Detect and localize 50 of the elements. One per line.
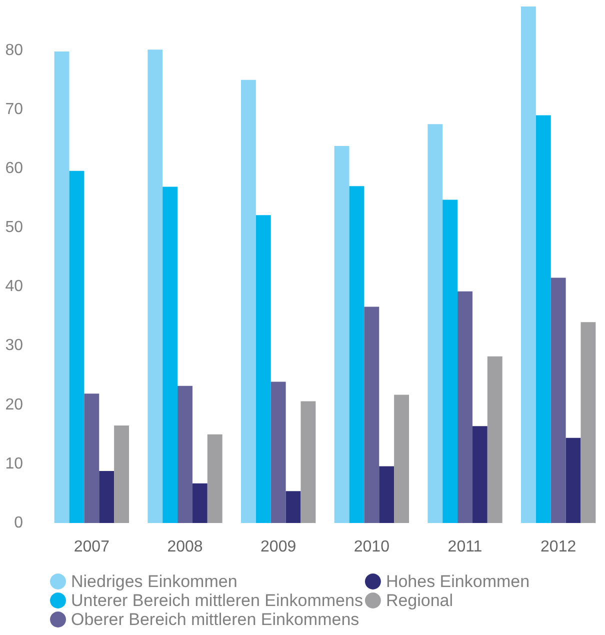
x-tick-label: 2009: [260, 538, 296, 556]
bar: [178, 386, 192, 523]
bar: [442, 200, 458, 523]
bar: [114, 426, 129, 523]
bar: [394, 394, 409, 523]
bar: [54, 51, 70, 523]
y-tick-label: 50: [5, 219, 24, 236]
y-tick-label: 20: [5, 396, 24, 414]
bar: [472, 426, 488, 523]
legend-label: Regional: [386, 591, 454, 610]
bar: [349, 186, 364, 523]
bar: [379, 466, 394, 523]
bar: [428, 124, 443, 523]
y-tick-label: 60: [5, 160, 24, 177]
bar: [536, 115, 551, 523]
x-tick-label: 2011: [448, 538, 482, 556]
bar: [162, 186, 178, 523]
bar: [286, 491, 301, 523]
x-tick-label: 2012: [540, 538, 576, 556]
bar: [270, 382, 286, 523]
x-tick-label: 2008: [167, 538, 203, 556]
bar: [256, 215, 271, 523]
bar: [580, 322, 596, 523]
bar: [550, 278, 566, 523]
bar: [566, 438, 581, 523]
bar: [458, 291, 472, 523]
y-tick-label: 0: [14, 514, 24, 532]
bar: [148, 50, 163, 523]
bar: [192, 483, 208, 523]
y-tick-label: 10: [5, 455, 24, 472]
legend-label: Niedriges Einkommen: [71, 572, 238, 591]
x-tick-label: 2007: [74, 538, 110, 556]
bar: [521, 6, 536, 523]
y-tick-label: 70: [5, 100, 24, 118]
bar: [334, 146, 350, 523]
bar: [241, 80, 256, 523]
bar: [99, 471, 114, 523]
bar: [84, 394, 100, 523]
bar: [300, 401, 316, 523]
legend-label: Unterer Bereich mittleren Einkommens: [71, 591, 363, 610]
y-tick-label: 40: [5, 278, 24, 296]
bar: [207, 434, 222, 523]
bar: [487, 356, 502, 523]
bar: [69, 170, 84, 523]
y-tick-label: 30: [5, 337, 24, 354]
bar: [364, 306, 380, 523]
legend-label: Oberer Bereich mittleren Einkommens: [71, 610, 360, 629]
y-tick-label: 80: [5, 42, 24, 59]
legend-label: Hohes Einkommen: [386, 572, 530, 591]
x-tick-label: 2010: [354, 538, 390, 556]
